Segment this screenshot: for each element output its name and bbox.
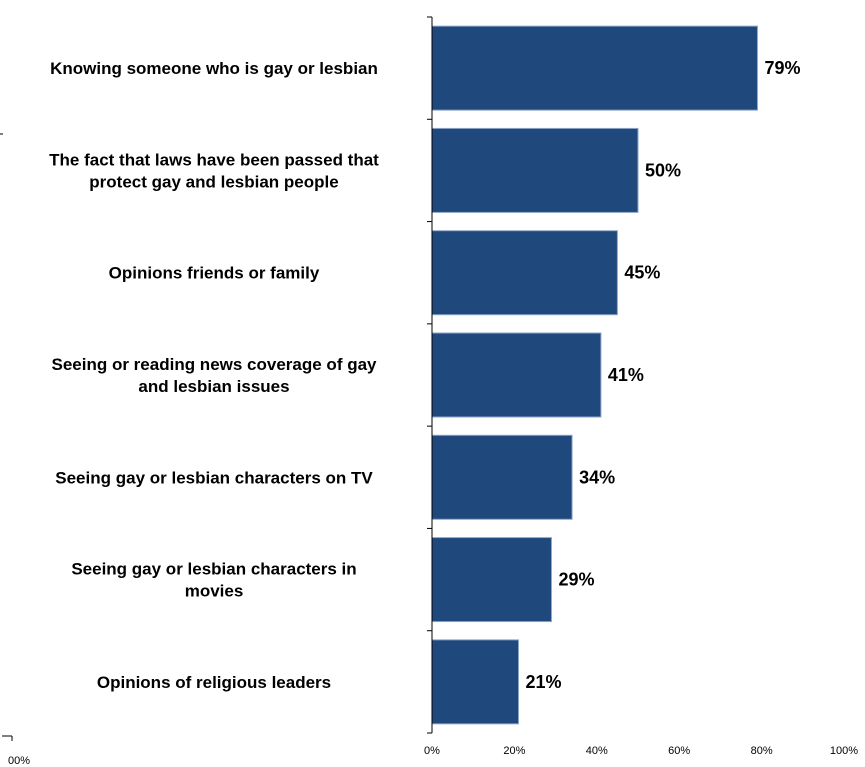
bar bbox=[431, 230, 618, 316]
data-label: 50% bbox=[645, 160, 681, 180]
data-label: 21% bbox=[526, 672, 562, 692]
labels: 79% Knowing someone who is gay or lesbian… bbox=[49, 58, 858, 757]
category-label: The fact that laws have been passed that bbox=[49, 150, 379, 169]
axes bbox=[0, 16, 433, 741]
partial-tick-label: 00% bbox=[8, 755, 30, 767]
x-tick-label: 20% bbox=[503, 745, 525, 757]
x-tick-label: 40% bbox=[586, 745, 608, 757]
category-label: movies bbox=[185, 582, 244, 601]
category-label: Seeing gay or lesbian characters in bbox=[71, 560, 356, 579]
data-label: 41% bbox=[608, 365, 644, 385]
data-label: 29% bbox=[558, 570, 594, 590]
bar bbox=[431, 434, 573, 520]
category-label: protect gay and lesbian people bbox=[89, 172, 338, 191]
x-tick-label: 80% bbox=[751, 745, 773, 757]
x-tick-label: 100% bbox=[830, 745, 858, 757]
x-tick-label: 0% bbox=[424, 745, 440, 757]
bar bbox=[431, 25, 758, 111]
data-label: 45% bbox=[624, 263, 660, 283]
bars bbox=[431, 25, 758, 725]
bar bbox=[431, 332, 602, 418]
data-label: 79% bbox=[764, 58, 800, 78]
data-label: 34% bbox=[579, 467, 615, 487]
bar bbox=[431, 537, 552, 623]
category-label: Opinions of religious leaders bbox=[97, 673, 331, 692]
category-label: Knowing someone who is gay or lesbian bbox=[50, 59, 378, 78]
category-label: Seeing or reading news coverage of gay bbox=[52, 355, 378, 374]
category-label: and lesbian issues bbox=[138, 377, 289, 396]
category-label: Opinions friends or family bbox=[109, 264, 320, 283]
bar bbox=[431, 639, 520, 725]
x-tick-label: 60% bbox=[668, 745, 690, 757]
bar bbox=[431, 127, 639, 213]
category-label: Seeing gay or lesbian characters on TV bbox=[55, 468, 373, 487]
